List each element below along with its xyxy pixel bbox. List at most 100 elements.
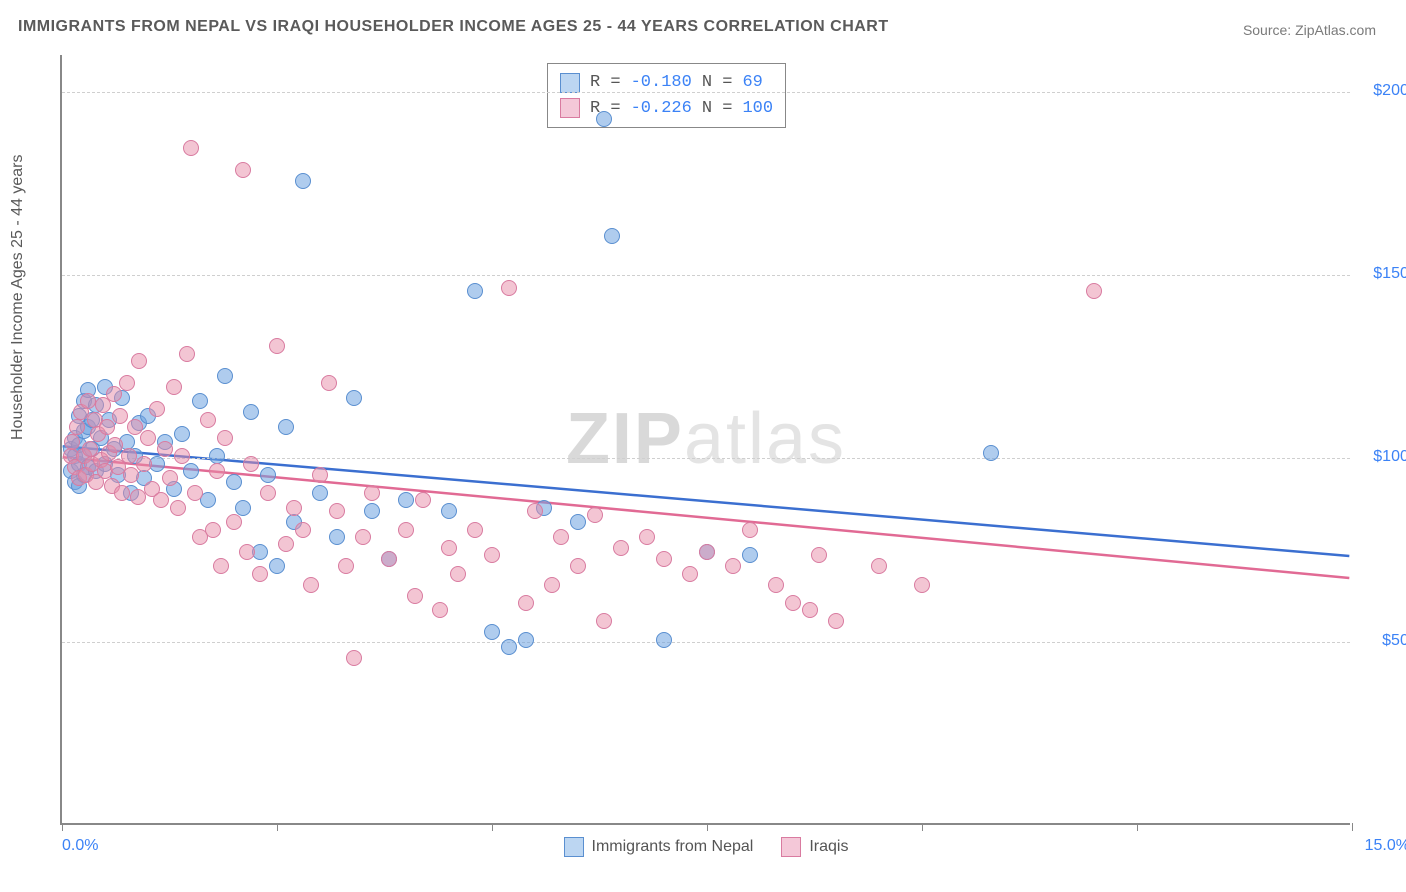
scatter-point-iraqi (312, 467, 328, 483)
scatter-point-nepal (596, 111, 612, 127)
scatter-point-iraqi (338, 558, 354, 574)
scatter-point-iraqi (80, 393, 96, 409)
y-tick-label: $200,000 (1360, 82, 1406, 100)
scatter-point-nepal (209, 448, 225, 464)
scatter-point-iraqi (802, 602, 818, 618)
scatter-point-iraqi (235, 162, 251, 178)
scatter-point-iraqi (260, 485, 276, 501)
scatter-point-iraqi (346, 650, 362, 666)
chart-container: IMMIGRANTS FROM NEPAL VS IRAQI HOUSEHOLD… (0, 0, 1406, 892)
scatter-point-iraqi (153, 492, 169, 508)
scatter-point-iraqi (99, 419, 115, 435)
scatter-point-iraqi (613, 540, 629, 556)
y-tick-label: $50,000 (1360, 632, 1406, 650)
scatter-point-iraqi (226, 514, 242, 530)
scatter-point-nepal (656, 632, 672, 648)
y-tick-label: $150,000 (1360, 265, 1406, 283)
scatter-point-nepal (441, 503, 457, 519)
series-legend: Immigrants from Nepal Iraqis (62, 837, 1350, 857)
watermark: ZIPatlas (566, 398, 846, 480)
scatter-point-iraqi (157, 441, 173, 457)
scatter-point-iraqi (187, 485, 203, 501)
gridline (62, 642, 1350, 643)
scatter-point-iraqi (183, 140, 199, 156)
trend-line-iraqi (63, 457, 1350, 578)
scatter-point-iraqi (166, 379, 182, 395)
scatter-point-iraqi (501, 280, 517, 296)
scatter-point-iraqi (130, 489, 146, 505)
watermark-bold: ZIP (566, 399, 684, 479)
scatter-point-iraqi (64, 434, 80, 450)
scatter-point-iraqi (441, 540, 457, 556)
x-tick (707, 823, 708, 831)
scatter-point-iraqi (213, 558, 229, 574)
scatter-point-iraqi (329, 503, 345, 519)
scatter-point-nepal (604, 228, 620, 244)
scatter-point-iraqi (200, 412, 216, 428)
scatter-point-iraqi (811, 547, 827, 563)
scatter-point-iraqi (131, 353, 147, 369)
source-name: ZipAtlas.com (1295, 22, 1376, 38)
gridline (62, 275, 1350, 276)
n-label-iraqi: N = (702, 96, 733, 122)
scatter-point-iraqi (303, 577, 319, 593)
x-tick (277, 823, 278, 831)
legend-swatch-nepal (564, 837, 584, 857)
scatter-point-iraqi (205, 522, 221, 538)
source-attribution: Source: ZipAtlas.com (1243, 22, 1376, 38)
scatter-point-nepal (312, 485, 328, 501)
scatter-point-iraqi (656, 551, 672, 567)
scatter-point-nepal (243, 404, 259, 420)
x-tick (922, 823, 923, 831)
scatter-point-iraqi (768, 577, 784, 593)
scatter-point-iraqi (587, 507, 603, 523)
x-tick (1352, 823, 1353, 831)
scatter-point-iraqi (239, 544, 255, 560)
x-tick (492, 823, 493, 831)
swatch-iraqi (560, 98, 580, 118)
scatter-point-iraqi (149, 401, 165, 417)
scatter-point-iraqi (570, 558, 586, 574)
scatter-point-iraqi (170, 500, 186, 516)
y-axis-label: Householder Income Ages 25 - 44 years (9, 155, 27, 441)
scatter-point-iraqi (432, 602, 448, 618)
scatter-point-iraqi (295, 522, 311, 538)
trend-lines-svg (62, 55, 1350, 823)
scatter-point-iraqi (596, 613, 612, 629)
scatter-point-iraqi (415, 492, 431, 508)
scatter-point-iraqi (682, 566, 698, 582)
scatter-point-iraqi (179, 346, 195, 362)
correlation-row-iraqi: R = -0.226 N = 100 (560, 96, 773, 122)
scatter-point-iraqi (527, 503, 543, 519)
scatter-point-nepal (742, 547, 758, 563)
scatter-point-iraqi (162, 470, 178, 486)
scatter-point-nepal (295, 173, 311, 189)
scatter-point-iraqi (914, 577, 930, 593)
watermark-rest: atlas (684, 399, 846, 479)
x-tick (62, 823, 63, 831)
scatter-point-nepal (278, 419, 294, 435)
scatter-point-iraqi (639, 529, 655, 545)
scatter-point-iraqi (518, 595, 534, 611)
scatter-point-nepal (260, 467, 276, 483)
n-value-iraqi: 100 (742, 96, 773, 122)
scatter-point-nepal (269, 558, 285, 574)
legend-label-nepal: Immigrants from Nepal (592, 838, 754, 856)
scatter-point-iraqi (544, 577, 560, 593)
scatter-point-nepal (329, 529, 345, 545)
scatter-point-iraqi (398, 522, 414, 538)
scatter-point-iraqi (828, 613, 844, 629)
scatter-point-iraqi (69, 419, 85, 435)
scatter-point-iraqi (450, 566, 466, 582)
legend-label-iraqi: Iraqis (809, 838, 848, 856)
scatter-point-iraqi (742, 522, 758, 538)
y-tick-label: $100,000 (1360, 448, 1406, 466)
source-prefix: Source: (1243, 22, 1295, 38)
scatter-point-nepal (235, 500, 251, 516)
scatter-point-nepal (398, 492, 414, 508)
scatter-point-nepal (364, 503, 380, 519)
scatter-point-iraqi (871, 558, 887, 574)
scatter-point-iraqi (114, 485, 130, 501)
scatter-point-iraqi (286, 500, 302, 516)
scatter-point-iraqi (106, 386, 122, 402)
